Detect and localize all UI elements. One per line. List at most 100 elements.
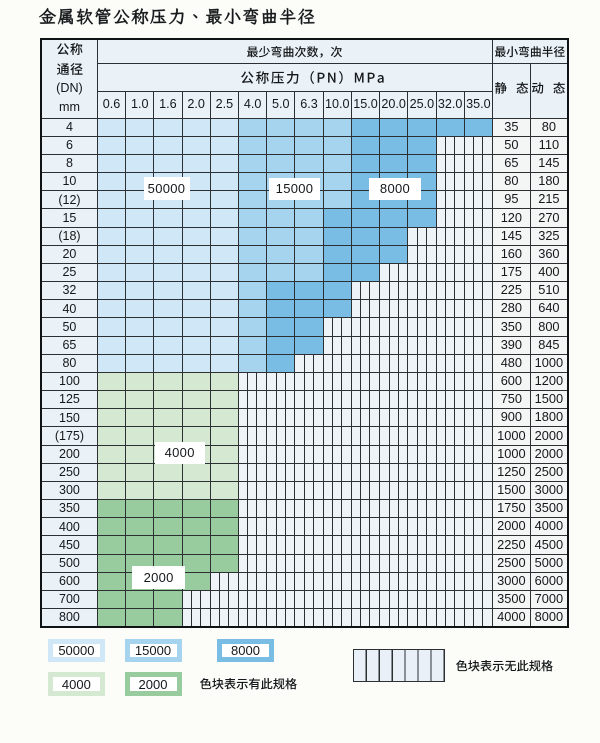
spec-cell [435,317,465,337]
spec-cell [209,462,239,482]
spec-cell [294,371,324,392]
spec-cell [294,335,324,355]
legend-swatch: 50000 [47,638,105,663]
legend-swatch-value: 4000 [61,676,91,692]
spec-cell [125,608,155,628]
spec-cell [294,480,324,501]
spec-cell [294,444,324,464]
spec-cell [463,408,494,428]
spec-cell [294,353,324,373]
spec-cell [266,208,296,228]
legend-swatch: 8000 [217,638,274,663]
spec-cell [266,480,296,501]
spec-cell [435,190,465,210]
spec-cell [322,390,352,410]
spec-cell [237,317,268,337]
spec-cell [209,299,239,319]
spec-cell [379,208,409,228]
spec-cell [463,553,494,573]
header-row-2: 公称压力（PN）MPa 静 态 动 态 [41,63,569,119]
static-radius-cell: 480 [492,353,531,373]
spec-cell [209,444,239,464]
spec-cell [209,608,239,628]
legend-swatch: 15000 [124,638,182,663]
spec-cell [463,226,494,246]
spec-cell [125,244,155,264]
spec-cell [266,608,296,628]
spec-cell [153,390,183,410]
spec-cell [125,353,155,373]
table-row: 50 350 800 [40,317,569,337]
spec-cell [322,517,352,537]
spec-cell [463,480,494,501]
spec-cell [209,499,239,519]
spec-cell [181,244,211,264]
dn-cell: 600 [40,571,98,591]
spec-cell [96,299,127,319]
spec-cell [350,535,381,555]
spec-cell [407,499,437,519]
spec-cell [435,299,465,319]
legend-swatch-value: 2000 [138,676,168,692]
spec-cell [237,262,268,283]
dynamic-radius-cell: 80 [529,117,569,137]
spec-cell [153,117,183,137]
spec-cell [463,589,494,610]
spec-cell [266,244,296,264]
spec-cell [181,262,211,283]
spec-cell [266,299,296,319]
spec-cell [379,608,409,628]
spec-cell [237,281,268,301]
spec-cell [379,153,409,174]
spec-cell [407,262,437,283]
spec-cell [237,499,268,519]
spec-cell [125,390,155,410]
spec-cell [379,317,409,337]
spec-cell [379,535,409,555]
pn-value-header: 4.0 [237,90,268,119]
table-row: 32 225 510 [40,281,569,301]
dynamic-radius-cell: 400 [529,262,569,283]
dn-header-gongcheng-glyphs [56,43,83,56]
spec-cell [209,571,239,591]
spec-cell [322,444,352,464]
spec-cell [266,226,296,246]
spec-cell [322,135,352,155]
spec-cell [294,553,324,573]
dynamic-glyphs [532,81,566,94]
dynamic-radius-cell: 270 [529,208,569,228]
dn-cell: 100 [40,371,98,392]
page-title-glyphs [38,7,315,25]
spec-cell [407,317,437,337]
spec-cell [322,226,352,246]
spec-cell [153,135,183,155]
spec-cell [266,281,296,301]
spec-cell [322,571,352,591]
spec-cell [266,353,296,373]
spec-cell [407,589,437,610]
table-row: 4 35 80 [40,117,569,137]
pn-value-header: 5.0 [266,90,296,119]
spec-cell [294,317,324,337]
dn-cell: 80 [40,353,98,373]
spec-cell [322,499,352,519]
spec-cell [125,153,155,174]
spec-cell [407,244,437,264]
dn-cell: 25 [40,262,98,283]
spec-cell [322,462,352,482]
min-radius-glyphs [495,45,565,57]
dynamic-radius-cell: 145 [529,153,569,174]
spec-cell [379,226,409,246]
spec-cell [350,299,381,319]
spec-cell [294,208,324,228]
spec-cell [209,172,239,192]
spec-cell [266,390,296,410]
spec-cell [407,299,437,319]
dynamic-radius-cell: 180 [529,172,569,192]
spec-cell [379,408,409,428]
dynamic-radius-cell: 1800 [529,408,569,428]
spec-cell [379,499,409,519]
spec-cell [435,553,465,573]
spec-cell [153,299,183,319]
spec-cell [209,135,239,155]
